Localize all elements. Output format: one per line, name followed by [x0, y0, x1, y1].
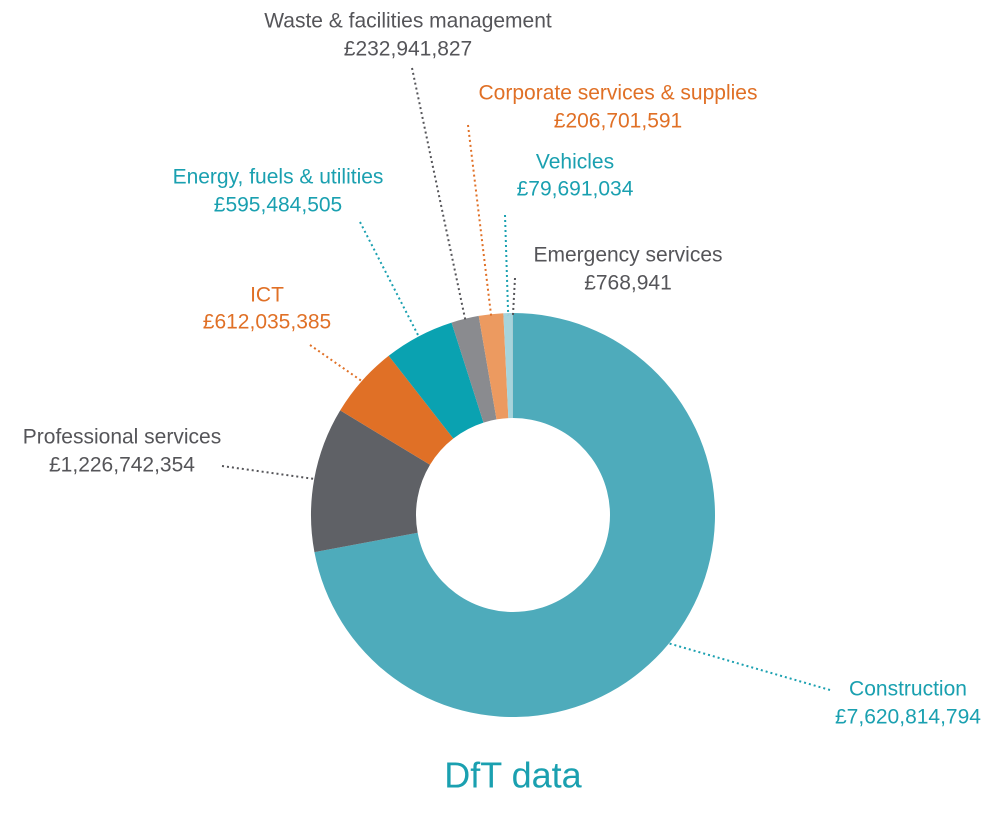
- leader-line: [359, 221, 421, 339]
- slice-value: £206,701,591: [554, 110, 682, 133]
- slice-value: £612,035,385: [203, 311, 331, 334]
- slice-value: £1,226,742,354: [49, 454, 195, 477]
- leader-line: [309, 344, 365, 384]
- donut-slice: [340, 355, 454, 465]
- slice-label: Emergency services: [533, 244, 722, 267]
- leader-line: [411, 67, 467, 321]
- chart-title: DfT data: [444, 755, 582, 796]
- slice-label: Professional services: [23, 426, 221, 449]
- leader-line: [511, 277, 516, 316]
- leader-line: [504, 214, 510, 316]
- slice-value: £79,691,034: [517, 178, 634, 201]
- donut-slice: [314, 313, 715, 718]
- slice-label: Energy, fuels & utilities: [173, 166, 384, 189]
- slice-label: Construction: [849, 678, 967, 701]
- slice-label: Vehicles: [536, 151, 614, 174]
- leader-line: [467, 124, 493, 317]
- slice-label: Waste & facilities management: [264, 10, 552, 33]
- donut-slice: [311, 410, 431, 553]
- leader-line: [666, 641, 831, 691]
- slice-label: ICT: [250, 284, 284, 307]
- donut-slice: [388, 322, 484, 439]
- slice-value: £768,941: [584, 272, 672, 295]
- leader-line: [221, 465, 317, 481]
- slice-value: £232,941,827: [344, 38, 472, 61]
- donut-slice: [478, 313, 509, 420]
- donut-slice: [503, 313, 513, 419]
- slice-label: Corporate services & supplies: [479, 82, 758, 105]
- slice-value: £7,620,814,794: [835, 706, 981, 729]
- donut-slice: [451, 315, 497, 423]
- slice-value: £595,484,505: [214, 194, 342, 217]
